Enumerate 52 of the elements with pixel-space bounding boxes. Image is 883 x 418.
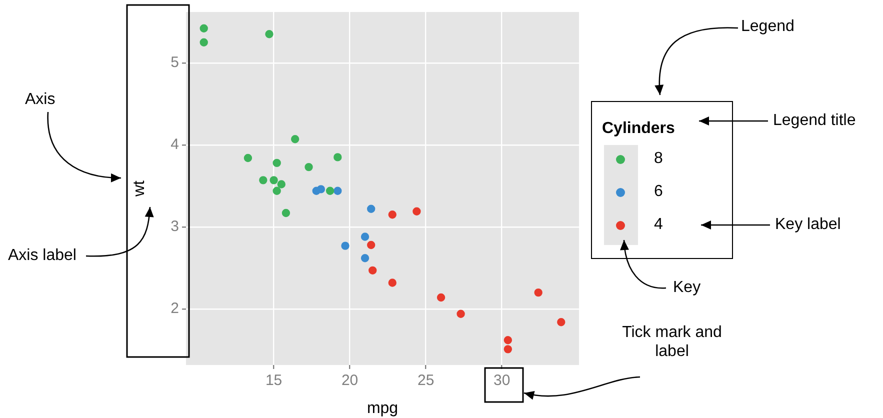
text: Tick mark and label bbox=[622, 323, 722, 361]
point bbox=[265, 30, 274, 38]
point bbox=[557, 318, 566, 326]
point bbox=[200, 24, 208, 33]
point bbox=[312, 186, 320, 195]
x-tick-label: 20 bbox=[341, 372, 358, 390]
x-tick-label: 30 bbox=[494, 372, 510, 390]
point bbox=[388, 278, 396, 287]
point bbox=[341, 242, 350, 250]
point bbox=[272, 158, 281, 168]
y-tick-label: 5 bbox=[170, 54, 179, 72]
legend-title: Cylinders bbox=[602, 120, 675, 138]
point bbox=[259, 176, 268, 184]
legend-label: 4 bbox=[654, 216, 663, 234]
point bbox=[504, 336, 512, 344]
text: Axis bbox=[25, 90, 56, 109]
point bbox=[388, 210, 396, 219]
y-tick-label: 2 bbox=[170, 300, 179, 318]
point bbox=[368, 266, 377, 275]
point bbox=[277, 180, 286, 188]
point bbox=[504, 345, 512, 354]
x-tick-label: 15 bbox=[265, 372, 282, 390]
point bbox=[360, 232, 370, 241]
x-tick-label: 25 bbox=[417, 372, 434, 390]
legend-label: 6 bbox=[654, 183, 663, 201]
y-tick-label: 4 bbox=[170, 136, 179, 154]
point bbox=[534, 288, 542, 297]
point bbox=[456, 310, 465, 318]
point bbox=[367, 240, 376, 250]
y-tick-label: 3 bbox=[170, 218, 179, 236]
x-axis-title: mpg bbox=[366, 400, 398, 417]
point bbox=[270, 176, 278, 184]
point bbox=[282, 208, 290, 218]
text: Key label bbox=[775, 215, 841, 234]
text: Legend title bbox=[773, 111, 856, 130]
point bbox=[334, 186, 342, 195]
point bbox=[304, 162, 313, 172]
point bbox=[244, 154, 252, 162]
point bbox=[360, 254, 370, 262]
legend-label: 8 bbox=[654, 150, 663, 168]
point bbox=[367, 204, 376, 213]
point bbox=[290, 135, 300, 144]
point bbox=[334, 153, 342, 162]
text: Key bbox=[673, 278, 701, 297]
point bbox=[272, 186, 281, 195]
text: Legend bbox=[741, 17, 794, 36]
text: Axis label bbox=[8, 246, 76, 265]
point bbox=[412, 207, 421, 216]
point bbox=[200, 38, 208, 46]
y-axis-title: wt bbox=[131, 180, 148, 198]
point bbox=[326, 186, 334, 195]
point bbox=[436, 293, 446, 302]
